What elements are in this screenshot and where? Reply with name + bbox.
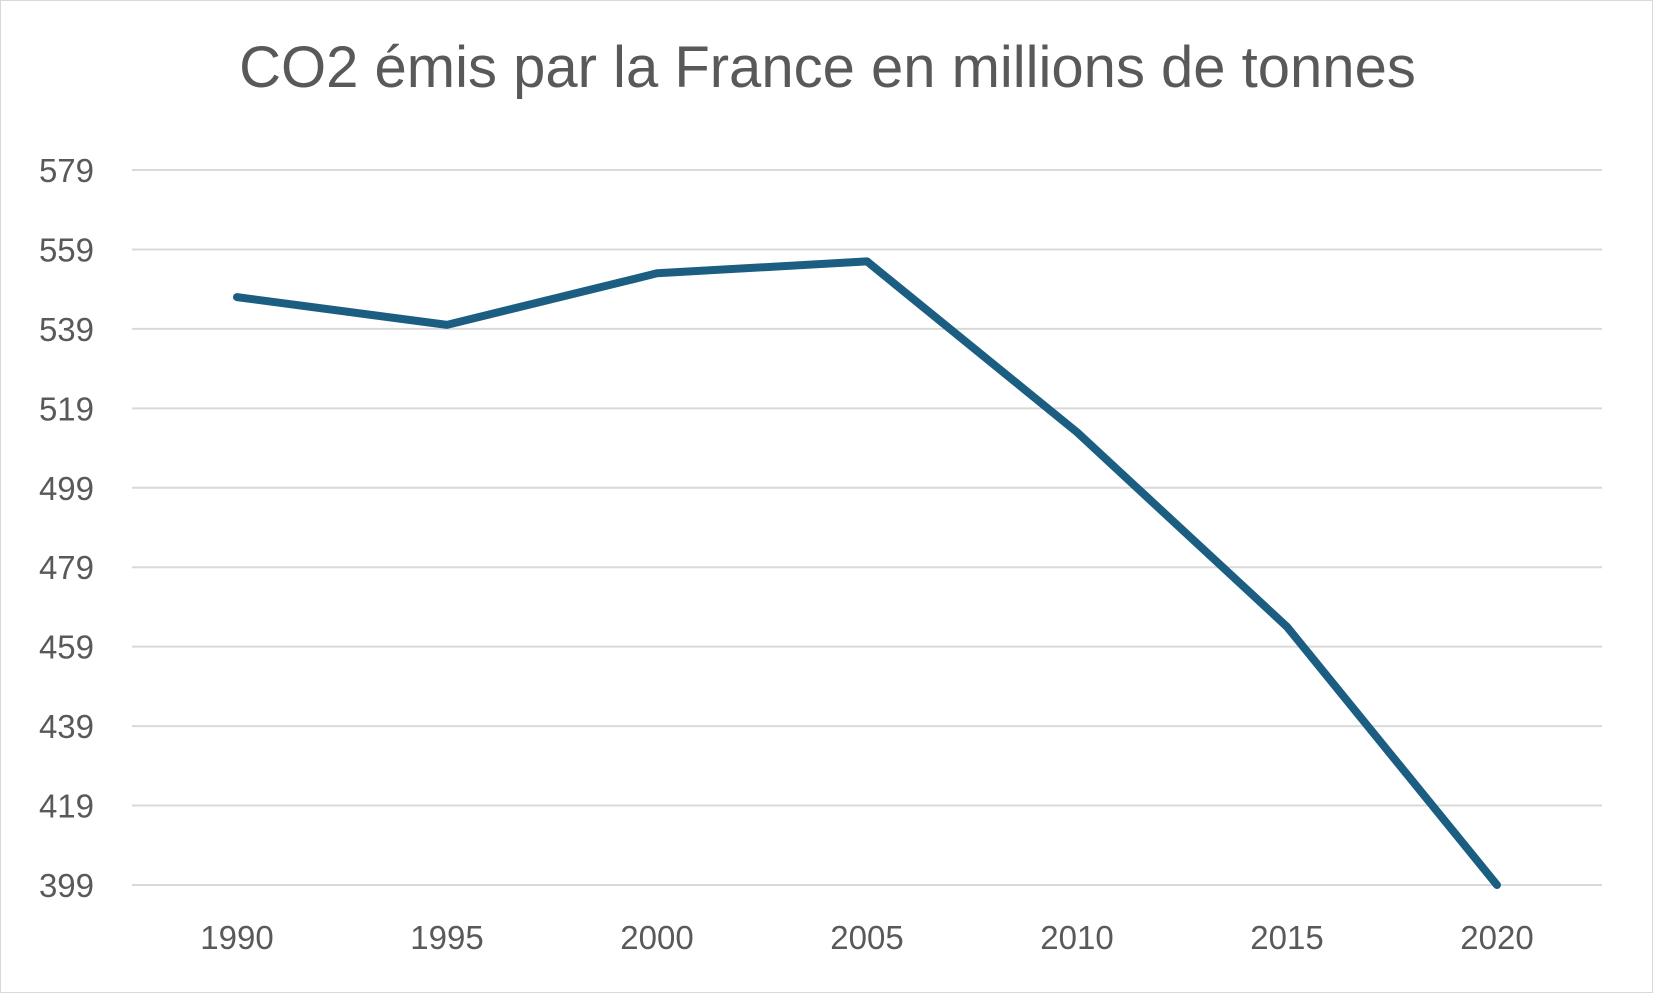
x-tick-label: 2015 xyxy=(1250,919,1323,956)
series-lines xyxy=(233,257,1501,889)
y-tick-label: 439 xyxy=(39,708,94,745)
series-line-0 xyxy=(233,257,1501,889)
y-tick-label: 459 xyxy=(39,629,94,666)
y-tick-label: 479 xyxy=(39,549,94,586)
gridlines xyxy=(132,169,1602,886)
x-tick-label: 2000 xyxy=(620,919,693,956)
y-axis-tick-labels: 399 419 439 459 479 499 519 539 559 579 xyxy=(39,152,94,904)
y-tick-label: 539 xyxy=(39,311,94,348)
y-tick-label: 559 xyxy=(39,231,94,268)
y-tick-label: 419 xyxy=(39,788,94,825)
y-tick-label: 519 xyxy=(39,390,94,427)
chart-title: CO2 émis par la France en millions de to… xyxy=(239,35,1416,100)
x-tick-label: 1995 xyxy=(410,919,483,956)
x-tick-label: 1990 xyxy=(200,919,273,956)
x-tick-label: 2020 xyxy=(1460,919,1533,956)
y-tick-label: 579 xyxy=(39,152,94,189)
x-tick-label: 2010 xyxy=(1040,919,1113,956)
y-tick-label: 499 xyxy=(39,470,94,507)
x-axis-tick-labels: 1990 1995 2000 2005 2010 2015 2020 xyxy=(200,919,1533,956)
x-tick-label: 2005 xyxy=(830,919,903,956)
y-tick-label: 399 xyxy=(39,867,94,904)
